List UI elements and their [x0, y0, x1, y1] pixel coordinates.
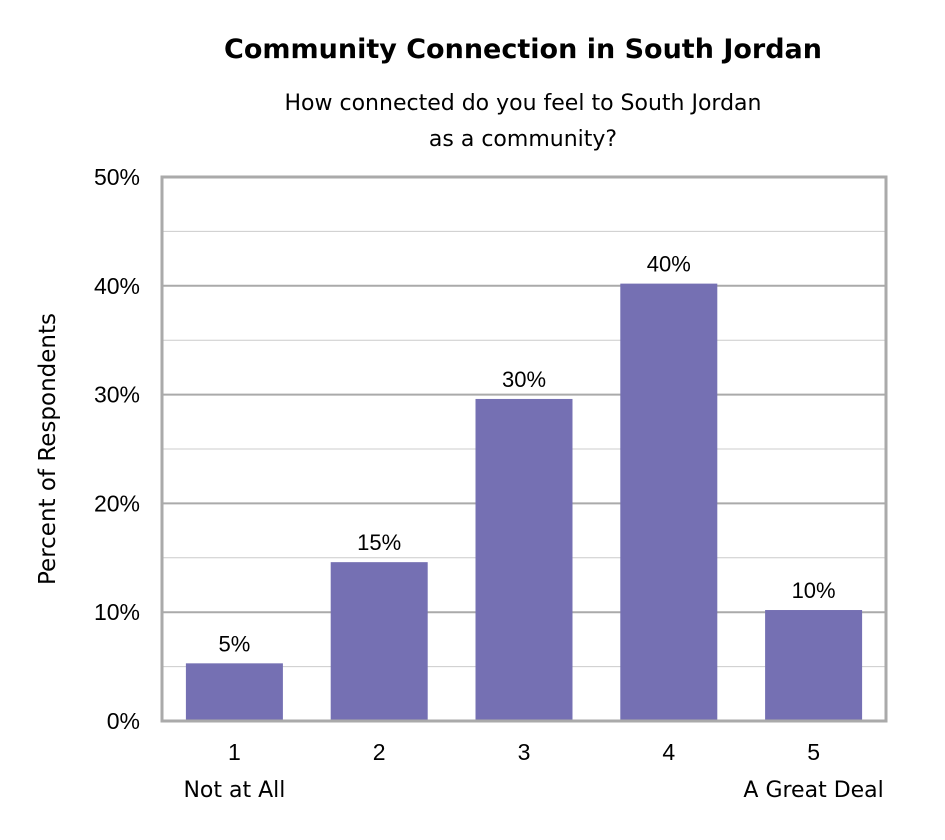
- chart-subtitle-line-1: How connected do you feel to South Jorda…: [285, 91, 762, 116]
- y-tick-label: 40%: [94, 273, 140, 299]
- data-label: 40%: [647, 252, 691, 277]
- chart-subtitle-line-2: as a community?: [429, 127, 617, 152]
- data-label: 30%: [502, 367, 546, 392]
- data-label: 10%: [792, 578, 836, 603]
- bar-5: [765, 610, 863, 721]
- y-tick-label: 10%: [94, 599, 140, 625]
- x-tick-label: 1: [228, 739, 241, 765]
- bar-2: [330, 562, 428, 721]
- y-tick-label: 30%: [94, 382, 140, 408]
- data-label: 5%: [219, 631, 251, 656]
- x-tick-label: 5: [807, 739, 820, 765]
- bar-1: [185, 663, 283, 721]
- bar-3: [475, 398, 573, 721]
- x-tick-sublabel: Not at All: [183, 778, 285, 803]
- bar-4: [620, 283, 718, 721]
- y-axis-label: Percent of Respondents: [35, 313, 61, 585]
- x-tick-label: 4: [662, 739, 675, 765]
- y-tick-label: 50%: [94, 164, 140, 190]
- data-label: 15%: [357, 530, 401, 555]
- y-tick-label: 20%: [94, 490, 140, 516]
- chart-title: Community Connection in South Jordan: [224, 34, 822, 65]
- x-tick-label: 2: [373, 739, 386, 765]
- x-tick-sublabel: A Great Deal: [743, 778, 883, 803]
- y-tick-label: 0%: [107, 708, 140, 734]
- plot-frame: [160, 175, 888, 723]
- x-tick-label: 3: [518, 739, 531, 765]
